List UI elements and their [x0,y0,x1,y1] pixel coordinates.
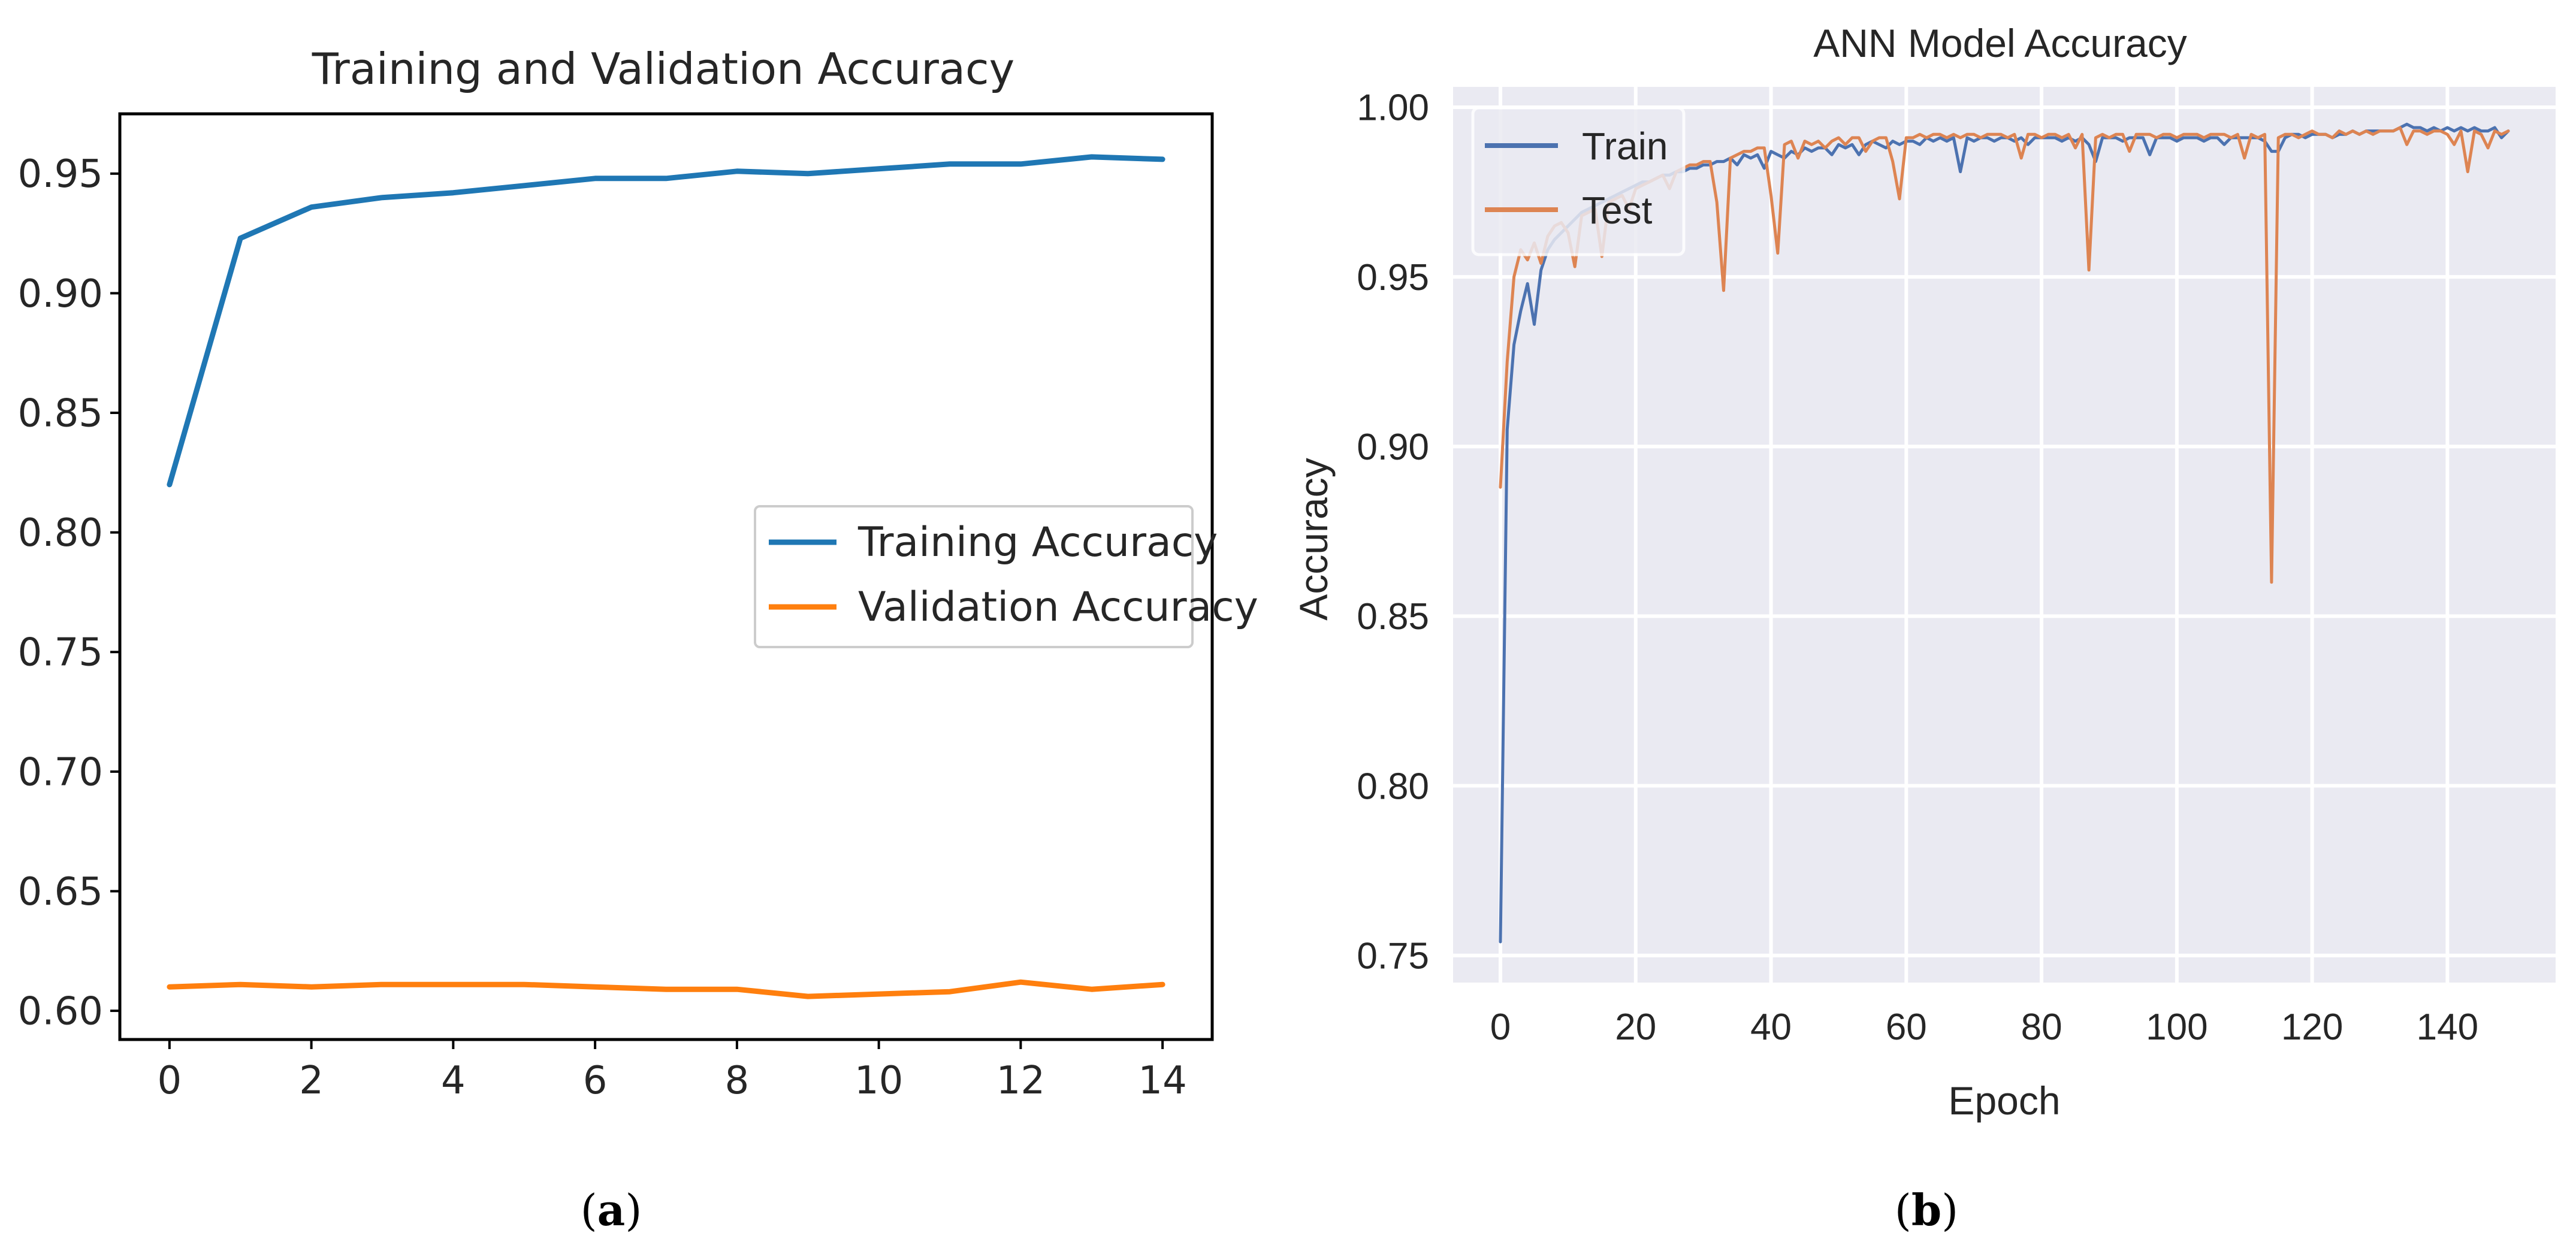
svg-text:(b): (b) [1895,1184,1959,1235]
series-line-validation-accuracy [167,979,1165,999]
legend-label-test: Test [1582,189,1653,232]
chart-a-ytick-label: 0.90 [18,272,104,316]
chart-a-ytick-label: 0.95 [18,152,104,197]
chart-b-xtick-label: 80 [2021,1007,2062,1048]
legend-label-training-accuracy: Training Accuracy [857,519,1218,566]
panel-caption-b: (b) [1895,1184,1959,1235]
chart-a-legend-box [754,505,1194,648]
chart-a-title: Training and Validation Accuracy [312,44,1014,94]
chart-a-xtick-label: 2 [299,1059,324,1103]
chart-b-ticks: 0.75 0.80 0.85 0.90 0.95 1.00 0 20 40 60 80 100 120 1… [1357,87,2478,1048]
chart-a-ytick-label: 0.75 [18,631,104,675]
panel-caption-a: (a) [581,1184,642,1235]
legend-label-train: Train [1582,125,1668,168]
chart-b-xtick-label: 120 [2281,1007,2343,1048]
chart-a-ytick-label: 0.70 [18,750,104,794]
chart-a-ytick-label: 0.65 [18,870,104,914]
chart-b-ytick-label: 1.00 [1357,87,1429,129]
chart-b-xtick-label: 60 [1886,1007,1927,1048]
chart-a-xtick-label: 14 [1138,1059,1186,1103]
chart-a-lines [167,154,1165,999]
chart-b-ytick-label: 0.85 [1357,596,1429,637]
panel-caption-a-letter: a [597,1184,626,1235]
chart-b-xtick-label: 100 [2146,1007,2207,1048]
chart-b-title: ANN Model Accuracy [1813,21,2187,65]
chart-b-xtick-label: 20 [1615,1007,1656,1048]
chart-b-ylabel: Accuracy [1291,458,1336,620]
chart-b-xtick-label: 140 [2417,1007,2478,1048]
chart-b-ytick-label: 0.90 [1357,427,1429,468]
chart-b-ytick-label: 0.95 [1357,257,1429,298]
chart-a-ytick-label: 0.80 [18,511,104,555]
chart-a-legend: Training Accuracy Validation Accuracy [754,505,1258,648]
chart-a-xtick-label: 4 [441,1059,466,1103]
chart-a-plot-frame [118,112,1214,1041]
chart-b-ytick-label: 0.80 [1357,766,1429,807]
chart-a-xtick-label: 8 [725,1059,750,1103]
chart-a-xtick-label: 12 [996,1059,1045,1103]
svg-text:(a): (a) [581,1184,642,1235]
chart-b-ytick-label: 0.75 [1357,935,1429,977]
chart-panel-a: Training and Validation Accuracy 0.600.6… [18,44,1258,1103]
chart-a-xtick-label: 0 [158,1059,182,1103]
chart-a-xtick-label: 10 [854,1059,903,1103]
chart-panel-b: ANN Model Accuracy 0.75 0.80 0.85 0.90 0.95 1… [1291,21,2556,1123]
chart-b-xtick-label: 40 [1750,1007,1792,1048]
series-line-training-accuracy [167,154,1165,488]
chart-b-xlabel: Epoch [1948,1078,2060,1123]
legend-label-validation-accuracy: Validation Accuracy [858,584,1258,631]
chart-a-ticks: 0.60 0.65 0.70 0.75 0.80 0.85 0.90 0.95 0 2 4 6 8 10 1… [18,152,1187,1103]
chart-a-ytick-label: 0.60 [18,989,104,1034]
chart-b-legend: Train Test [1471,106,1686,256]
chart-a-ytick-label: 0.85 [18,391,104,436]
chart-b-xtick-label: 0 [1490,1007,1511,1048]
chart-a-xtick-label: 6 [583,1059,608,1103]
panel-caption-b-letter: b [1911,1184,1941,1235]
